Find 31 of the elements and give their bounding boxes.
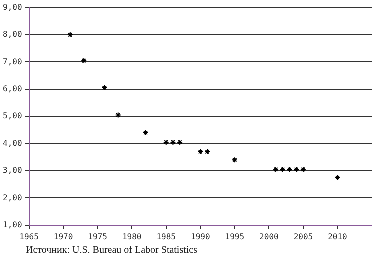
y-tick-label: 5,00 xyxy=(3,112,22,121)
point xyxy=(232,157,238,164)
point xyxy=(334,174,341,181)
y-tick-label: 8,00 xyxy=(3,30,22,40)
y-tick-label: 6,00 xyxy=(3,84,22,94)
x-tick-label: 2010 xyxy=(328,232,348,242)
x-tick-label: 1980 xyxy=(122,232,142,242)
point xyxy=(286,166,293,173)
x-tick-label: 1970 xyxy=(54,232,74,242)
y-tick-label: 4,00 xyxy=(3,138,22,148)
point xyxy=(81,58,88,64)
y-tick-label: 9,00 xyxy=(3,2,22,12)
point xyxy=(115,112,122,118)
text: Источник: U.S. Bureau of Labor Statistics xyxy=(25,245,198,256)
point xyxy=(300,166,306,173)
point xyxy=(142,130,149,136)
x-tick-label: 2005 xyxy=(294,232,314,242)
y-tick-label: 7,00 xyxy=(3,57,22,66)
point xyxy=(294,166,300,173)
x-tick-label: 1965 xyxy=(20,232,40,242)
point xyxy=(280,166,286,173)
y-tick-label: 3,00 xyxy=(3,166,22,176)
y-tick-label: 2,00 xyxy=(3,193,22,202)
x-tick-label: 2000 xyxy=(260,232,279,242)
x-tick-label: 1995 xyxy=(225,232,245,242)
point xyxy=(273,166,280,173)
x-tick-label: 1975 xyxy=(88,232,108,242)
x-tick-label: 1990 xyxy=(191,232,210,242)
y-tick-label: 1,00 xyxy=(3,220,22,230)
point xyxy=(67,32,74,38)
x-tick-label: 1985 xyxy=(156,232,176,242)
